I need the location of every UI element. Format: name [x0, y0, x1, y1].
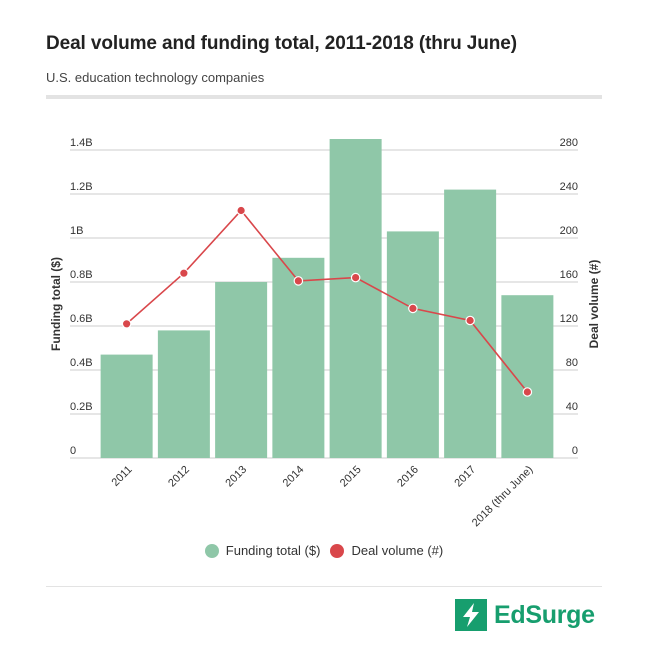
y-left-axis-title: Funding total ($) — [49, 257, 63, 351]
edsurge-logo[interactable]: EdSurge — [455, 599, 595, 631]
y-left-tick-label: 0.4B — [70, 357, 93, 369]
y-right-tick-label: 240 — [560, 181, 578, 193]
legend-label-funding: Funding total ($) — [225, 543, 321, 558]
deal-volume-swatch-icon — [330, 543, 345, 558]
x-tick-label: 2018 (thru June) — [470, 464, 536, 530]
chart-subtitle: U.S. education technology companies — [46, 70, 265, 85]
funding-bar — [272, 257, 325, 458]
y-right-tick-label: 80 — [566, 357, 578, 369]
funding-bars — [100, 139, 554, 458]
funding-bar — [215, 282, 268, 458]
x-tick-label: 2017 — [452, 464, 478, 490]
y-right-tick-label: 200 — [560, 225, 578, 237]
deal-volume-point — [408, 303, 418, 314]
footer-divider — [46, 586, 602, 587]
deal-volume-line-series — [121, 205, 533, 397]
y-left-tick-label: 0 — [70, 445, 76, 457]
deal-volume-point — [293, 276, 304, 286]
lightning-bolt-icon — [455, 599, 487, 631]
deal-volume-point — [522, 387, 533, 397]
funding-swatch-icon — [204, 543, 219, 558]
deal-volume-line — [126, 209, 528, 393]
funding-bar — [386, 231, 439, 458]
deal-volume-point — [179, 268, 189, 278]
funding-bar — [501, 295, 554, 458]
x-tick-label: 2013 — [223, 464, 249, 490]
x-tick-label: 2015 — [338, 464, 364, 490]
y-right-tick-label: 280 — [560, 137, 578, 149]
y-left-tick-label: 1B — [70, 225, 83, 237]
funding-bar — [100, 354, 153, 458]
legend-label-deals: Deal volume (#) — [351, 543, 444, 558]
header-divider — [46, 95, 602, 99]
legend: Funding total ($) Deal volume (#) — [0, 543, 648, 558]
y-right-tick-label: 160 — [560, 269, 578, 281]
funding-bar — [329, 139, 382, 458]
combo-chart: 0 0.2B 0.4B 0.6B 0.8B 1B 1.2B 1.4B 0 40 80 120 160 20… — [49, 137, 601, 530]
x-tick-label: 2014 — [281, 464, 307, 490]
y-left-tick-label: 1.2B — [70, 181, 93, 193]
y-right-tick-label: 0 — [572, 445, 578, 457]
y-left-tick-label: 0.8B — [70, 269, 93, 281]
y-right-tick-label: 120 — [560, 313, 578, 325]
deal-volume-point — [465, 315, 475, 326]
x-tick-label: 2016 — [395, 464, 421, 490]
funding-bar — [157, 330, 210, 458]
y-right-axis-title: Deal volume (#) — [587, 260, 601, 349]
x-tick-label: 2011 — [110, 464, 135, 489]
chart-title: Deal volume and funding total, 2011-2018… — [46, 33, 517, 54]
deal-volume-point — [121, 318, 132, 329]
y-left-tick-label: 1.4B — [70, 137, 93, 149]
legend-item-funding[interactable]: Funding total ($) — [204, 543, 321, 558]
deal-volume-point — [236, 205, 246, 216]
deal-volume-point — [350, 272, 361, 283]
x-tick-label: 2012 — [166, 464, 192, 490]
y-left-tick-label: 0.2B — [70, 401, 93, 413]
legend-item-deals[interactable]: Deal volume (#) — [330, 543, 443, 558]
y-right-tick-label: 40 — [566, 401, 578, 413]
y-left-tick-label: 0.6B — [70, 313, 93, 325]
brand-name: EdSurge — [494, 600, 595, 629]
